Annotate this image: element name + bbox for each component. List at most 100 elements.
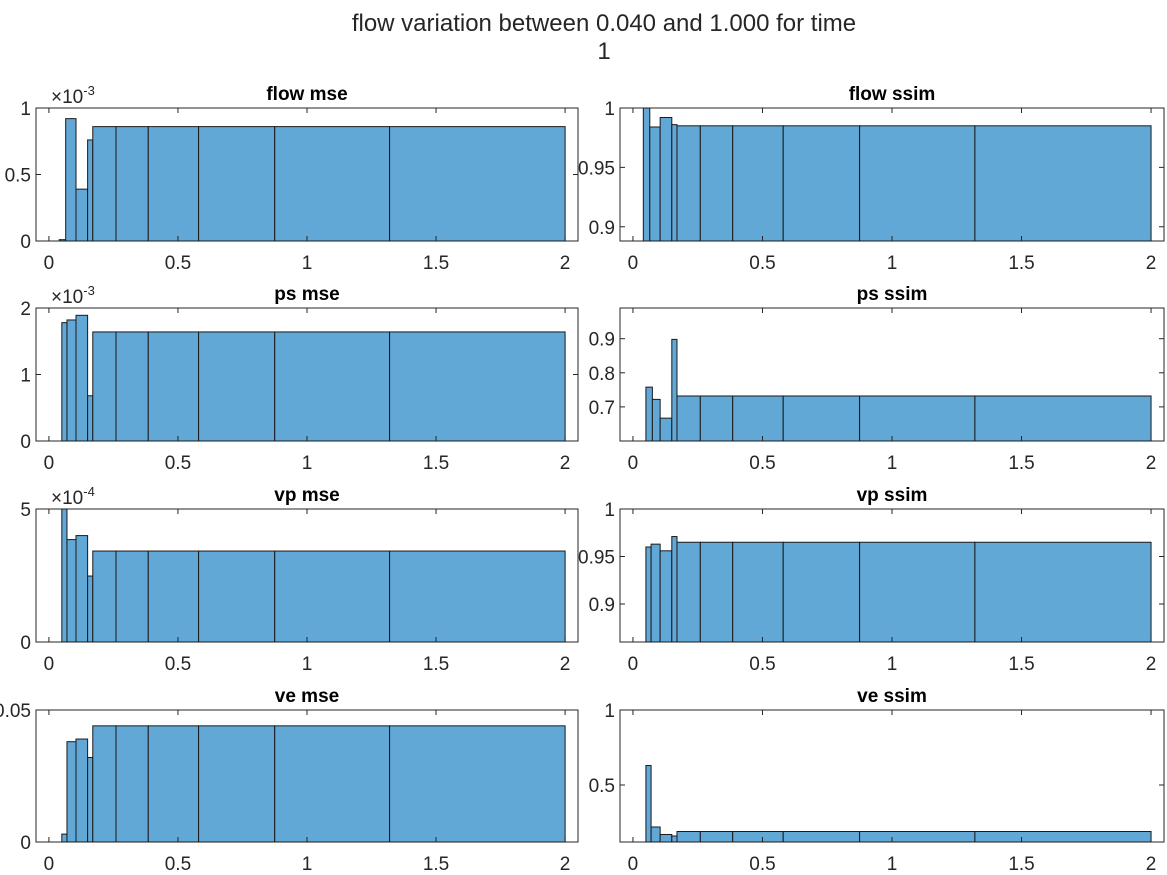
axis-exponent: ×10-3 [51,83,95,108]
bar [198,331,276,442]
suptitle-line-1: flow variation between 0.040 and 1.000 f… [352,10,856,37]
bar [92,725,117,843]
x-tick-label: 2 [1146,453,1157,474]
x-tick-label: 0 [628,854,639,875]
x-tick-label: 1 [302,453,313,474]
x-tick-label: 0 [44,854,55,875]
x-tick-label: 1.5 [1008,253,1034,274]
bar [676,395,701,442]
bar [676,541,701,643]
x-tick-label: 1.5 [1008,854,1034,875]
x-tick-label: 0 [628,453,639,474]
bar [650,826,661,843]
y-tick-label: 0.9 [589,330,615,351]
bar [66,319,77,442]
bar [671,338,678,442]
x-tick-label: 2 [560,654,571,675]
bar [676,831,701,843]
x-tick-label: 1 [887,453,898,474]
bar [732,831,784,843]
subplot-title: vp ssim [857,485,928,506]
bar [389,725,566,843]
bar [671,124,678,242]
bar [732,541,784,643]
y-tick-label: 0.9 [589,218,615,239]
bar [61,322,68,442]
x-tick-label: 1.5 [423,453,449,474]
bar [659,117,673,242]
bar [274,550,391,643]
subplot-title: ps mse [274,284,339,305]
x-tick-label: 2 [1146,854,1157,875]
bar [782,831,861,843]
bar [92,331,117,442]
suptitle-line-2: 1 [597,38,610,65]
bar [115,126,149,242]
axis-exponent: ×10-3 [51,283,95,308]
subplot-vp-mse: 0 0.5 1 1.5 2 0 5 ×10-4 vp mse [20,484,579,675]
bar [115,725,149,843]
bar [699,125,734,242]
bar [87,757,94,843]
bar [974,125,1152,242]
subplot-title: vp mse [274,485,339,506]
x-tick-label: 1.5 [423,253,449,274]
x-tick-label: 1 [887,654,898,675]
bar [87,575,94,643]
x-tick-label: 2 [1146,654,1157,675]
bar [782,395,861,442]
x-tick-label: 0.5 [749,654,775,675]
bar [389,126,566,242]
y-tick-label: 0.5 [5,166,31,187]
bar [650,543,661,643]
x-tick-label: 0.5 [165,854,191,875]
bar [274,725,391,843]
bar [642,107,651,242]
x-tick-label: 2 [1146,253,1157,274]
y-tick-label: 0.8 [589,364,615,385]
bar [61,833,68,843]
y-tick-label: 1 [604,99,615,120]
x-tick-label: 2 [560,253,571,274]
subplot-flow-ssim: 0 0.5 1 1.5 2 0.9 0.95 1 flow ssim [578,84,1165,274]
bar [782,541,861,643]
bar [659,550,673,643]
subplot-title: flow mse [266,84,347,105]
x-tick-label: 0.5 [749,453,775,474]
y-tick-label: 0 [20,232,31,253]
bar [87,395,94,442]
bar [659,417,673,442]
y-tick-label: 0 [20,432,31,453]
bar [974,395,1152,442]
axes-frame [619,709,1165,843]
x-tick-label: 0.5 [749,253,775,274]
bar [645,546,652,643]
x-tick-label: 0 [44,453,55,474]
bar [75,188,89,242]
bar [732,395,784,442]
bar [65,118,77,242]
x-tick-label: 0.5 [749,854,775,875]
x-tick-label: 1.5 [423,654,449,675]
y-tick-label: 0.7 [589,398,615,419]
bar [92,550,117,643]
y-tick-label: 0.95 [578,158,615,179]
y-tick-label: 0.9 [589,595,615,616]
x-tick-label: 1 [887,854,898,875]
bar [659,834,673,843]
x-tick-label: 0 [44,654,55,675]
bar [66,539,77,643]
y-tick-label: 0 [20,633,31,654]
y-tick-label: 1 [604,701,615,722]
y-tick-label: 0.95 [578,548,615,569]
bar [198,550,276,643]
bar [274,126,391,242]
x-tick-label: 1 [302,854,313,875]
subplot-ps-ssim: 0 0.5 1 1.5 2 0.7 0.8 0.9 ps ssim [589,284,1165,474]
y-tick-label: 1 [604,500,615,521]
x-tick-label: 0.5 [165,253,191,274]
subplot-title: ps ssim [857,284,928,305]
subplot-title: ve mse [275,686,339,707]
subplot-title: flow ssim [849,84,936,105]
